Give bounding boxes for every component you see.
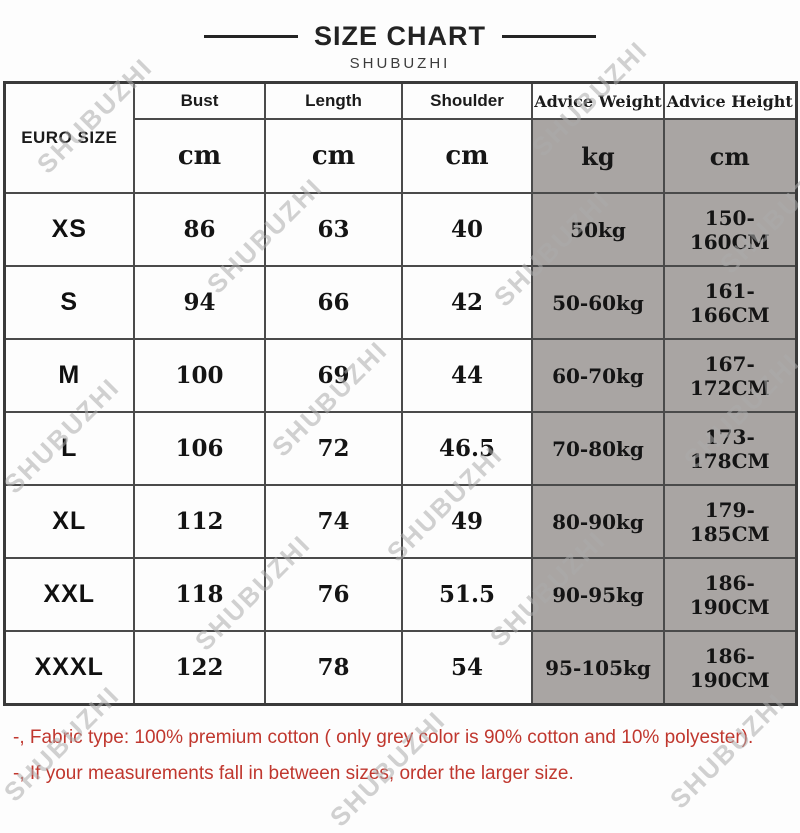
shoulder-cell: 51.5 (401, 557, 533, 632)
advice-weight-cell: 95-105kg (531, 630, 665, 706)
shoulder-cell: 46.5 (401, 411, 533, 486)
table-row: XL 112 74 49 80-90kg 179-185CM (3, 484, 797, 559)
unit-height-cm: cm (663, 118, 797, 194)
bust-cell: 94 (133, 265, 266, 340)
advice-weight-cell: 80-90kg (531, 484, 665, 559)
advice-height-cell: 186-190CM (663, 557, 797, 632)
brand-subtitle: SHUBUZHI (349, 55, 451, 72)
size-cell: XL (3, 484, 135, 559)
units-row: cm cm cm kg cm (4, 118, 797, 194)
title-block: SIZE CHART (0, 21, 800, 52)
length-cell: 66 (264, 265, 403, 340)
size-cell: XXL (3, 557, 135, 632)
bust-cell: 118 (133, 557, 266, 632)
table-row: XS 86 63 40 50kg 150-160CM (3, 192, 797, 267)
advice-height-cell: 186-190CM (663, 630, 797, 706)
advice-height-cell: 173-178CM (663, 411, 797, 486)
size-cell: S (3, 265, 135, 340)
table-row: L 106 72 46.5 70-80kg 173-178CM (3, 411, 797, 486)
note-fabric: -, Fabric type: 100% premium cotton ( on… (13, 727, 754, 748)
bust-cell: 86 (133, 192, 266, 267)
advice-height-cell: 161-166CM (663, 265, 797, 340)
col-header-shoulder: Shoulder (401, 81, 533, 120)
advice-height-cell: 179-185CM (663, 484, 797, 559)
col-header-advice-height: Advice Height (663, 81, 797, 120)
bust-cell: 100 (133, 338, 266, 413)
advice-weight-cell: 50kg (531, 192, 665, 267)
unit-bust-cm: cm (133, 118, 266, 194)
shoulder-cell: 42 (401, 265, 533, 340)
bust-cell: 112 (133, 484, 266, 559)
unit-weight-kg: kg (531, 118, 665, 194)
title-left-rule (204, 35, 298, 38)
col-header-bust: Bust (133, 81, 266, 120)
length-cell: 72 (264, 411, 403, 486)
bust-cell: 106 (133, 411, 266, 486)
length-cell: 74 (264, 484, 403, 559)
unit-length-cm: cm (264, 118, 403, 194)
note-sizing: -, If your measurements fall in between … (13, 763, 574, 784)
table-row: XXL 118 76 51.5 90-95kg 186-190CM (3, 557, 797, 632)
bust-cell: 122 (133, 630, 266, 706)
size-cell: XS (3, 192, 135, 267)
length-cell: 76 (264, 557, 403, 632)
advice-height-cell: 150-160CM (663, 192, 797, 267)
unit-shoulder-cm: cm (401, 118, 533, 194)
page-title: SIZE CHART (314, 21, 486, 51)
size-table: EURO SIZE Bust Length Shoulder Advice We… (2, 81, 798, 706)
length-cell: 78 (264, 630, 403, 706)
footer-notes: -, Fabric type: 100% premium cotton ( on… (13, 727, 800, 785)
length-cell: 69 (264, 338, 403, 413)
shoulder-cell: 40 (401, 192, 533, 267)
shoulder-cell: 49 (401, 484, 533, 559)
table-row: XXXL 122 78 54 95-105kg 186-190CM (3, 630, 797, 706)
col-header-advice-weight: Advice Weight (531, 81, 665, 120)
shoulder-cell: 44 (401, 338, 533, 413)
table-row: S 94 66 42 50-60kg 161-166CM (3, 265, 797, 340)
size-cell: XXXL (3, 630, 135, 706)
shoulder-cell: 54 (401, 630, 533, 706)
advice-weight-cell: 90-95kg (531, 557, 665, 632)
length-cell: 63 (264, 192, 403, 267)
col-header-euro-size: EURO SIZE (3, 81, 135, 194)
column-header-row: EURO SIZE Bust Length Shoulder Advice We… (3, 81, 797, 194)
table-row: M 100 69 44 60-70kg 167-172CM (3, 338, 797, 413)
advice-weight-cell: 60-70kg (531, 338, 665, 413)
size-cell: L (3, 411, 135, 486)
title-right-rule (502, 35, 596, 38)
advice-height-cell: 167-172CM (663, 338, 797, 413)
advice-weight-cell: 70-80kg (531, 411, 665, 486)
col-header-length: Length (264, 81, 403, 120)
advice-weight-cell: 50-60kg (531, 265, 665, 340)
size-cell: M (3, 338, 135, 413)
